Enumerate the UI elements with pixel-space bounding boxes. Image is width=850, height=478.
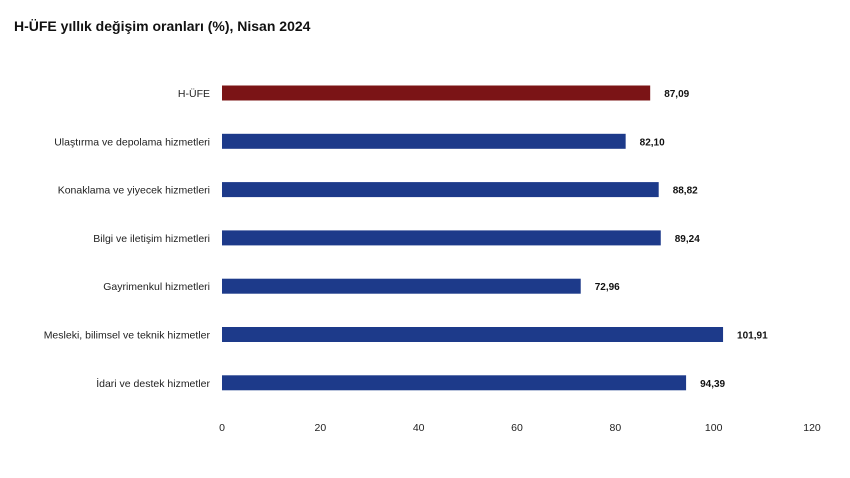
bar-idari-ve-destek-hizmetler	[222, 375, 687, 391]
bar-mesleki-bilimsel-ve-teknik-hizmetler	[222, 327, 724, 342]
x-tick-label: 120	[803, 422, 821, 434]
category-label: Bilgi ve iletişim hizmetleri	[93, 233, 210, 245]
bar-bilgi-ve-iletisim-hizmetleri	[222, 230, 661, 246]
x-tick-label: 80	[609, 422, 621, 434]
category-label: Ulaştırma ve depolama hizmetleri	[54, 136, 210, 148]
value-label: 87,09	[664, 89, 689, 100]
x-axis-ticks: 0 20 40 60 80 100 120	[219, 422, 821, 434]
bar-gayrimenkul-hizmetleri	[222, 278, 581, 294]
x-tick-label: 60	[511, 422, 523, 434]
value-label: 72,96	[595, 282, 620, 293]
bar-konaklama-ve-yiyecek-hizmetleri	[222, 182, 659, 198]
bar-h-ufe	[222, 85, 651, 101]
bars-layer	[222, 85, 724, 391]
category-label: Gayrimenkul hizmetleri	[103, 281, 210, 293]
category-label: İdari ve destek hizmetler	[96, 377, 210, 390]
value-label: 82,10	[640, 137, 665, 148]
category-labels: H-ÜFE Ulaştırma ve depolama hizmetleri Kon…	[44, 88, 211, 390]
value-label: 89,24	[675, 234, 700, 245]
bar-ulastirma-ve-depolama-hizmetleri	[222, 133, 626, 149]
category-label: H-ÜFE	[178, 88, 210, 100]
value-label: 94,39	[700, 379, 725, 390]
x-tick-label: 20	[314, 422, 326, 434]
x-tick-label: 100	[705, 422, 723, 434]
category-label: Konaklama ve yiyecek hizmetleri	[58, 185, 210, 197]
x-tick-label: 0	[219, 422, 225, 434]
value-labels: 87,09 82,10 88,82 89,24 72,96 101,91 94,39	[595, 89, 768, 390]
chart-title: H-ÜFE yıllık değişim oranları (%), Nisan…	[14, 18, 311, 34]
x-tick-label: 40	[413, 422, 425, 434]
value-label: 101,91	[737, 331, 768, 342]
category-label: Mesleki, bilimsel ve teknik hizmetler	[44, 330, 211, 342]
value-label: 88,82	[673, 186, 698, 197]
